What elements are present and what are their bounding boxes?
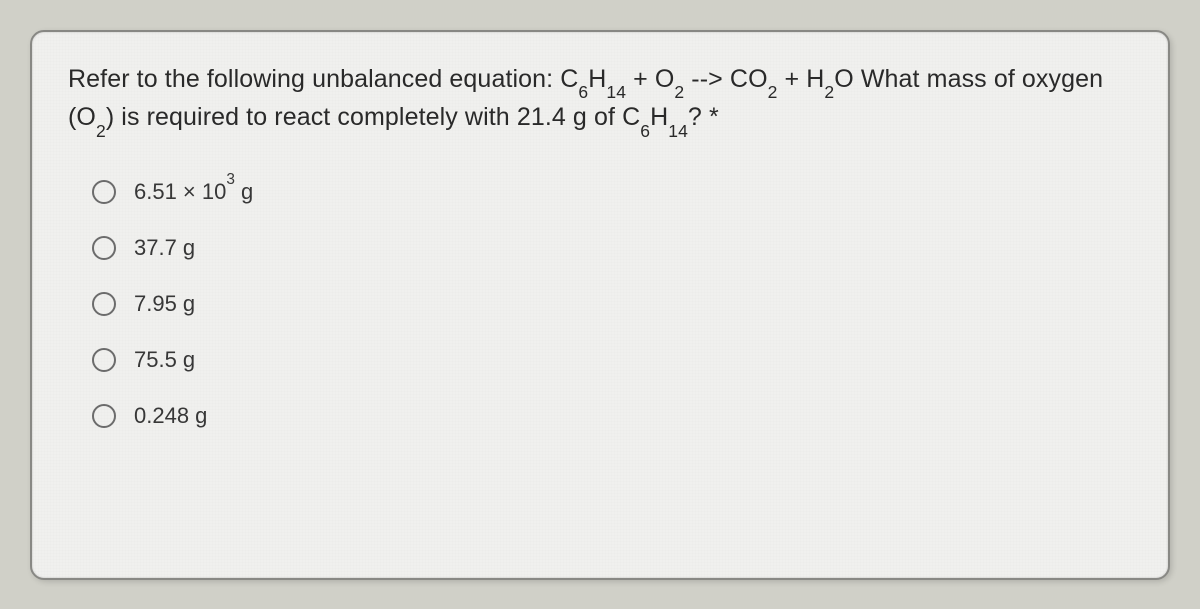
formula-co2: CO2 — [730, 65, 778, 93]
question-prefix: Refer to the following unbalanced equati… — [68, 65, 560, 93]
option-2-label: 37.7 g — [134, 235, 195, 261]
option-3[interactable]: 7.95 g — [92, 291, 1132, 317]
option-2[interactable]: 37.7 g — [92, 235, 1132, 261]
required-asterisk: * — [709, 103, 719, 131]
radio-icon — [92, 236, 116, 260]
option-4[interactable]: 75.5 g — [92, 347, 1132, 373]
option-5[interactable]: 0.248 g — [92, 403, 1132, 429]
question-card: Refer to the following unbalanced equati… — [30, 30, 1170, 580]
radio-icon — [92, 348, 116, 372]
option-1-label: 6.51 × 103 g — [134, 179, 253, 205]
radio-icon — [92, 180, 116, 204]
formula-c6h14: C6H14 — [560, 65, 626, 93]
formula-o2: O2 — [655, 65, 684, 93]
option-5-label: 0.248 g — [134, 403, 207, 429]
radio-icon — [92, 292, 116, 316]
option-3-label: 7.95 g — [134, 291, 195, 317]
options-group: 6.51 × 103 g 37.7 g 7.95 g 75.5 g 0.248 — [68, 179, 1132, 429]
formula-h2o: H2O — [806, 65, 854, 93]
option-4-label: 75.5 g — [134, 347, 195, 373]
question-text: Refer to the following unbalanced equati… — [68, 60, 1132, 138]
option-1[interactable]: 6.51 × 103 g — [92, 179, 1132, 205]
radio-icon — [92, 404, 116, 428]
